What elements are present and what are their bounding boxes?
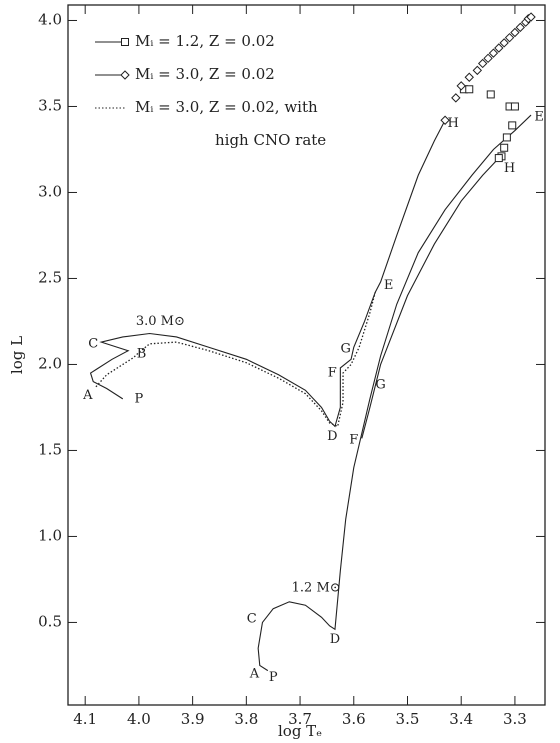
annotation: E — [534, 109, 544, 124]
annotation: 1.2 M⊙ — [292, 581, 341, 596]
diamond-marker — [526, 12, 536, 22]
square-marker — [502, 133, 511, 142]
diamond-marker — [472, 65, 483, 76]
diamond-marker — [510, 27, 520, 38]
x-tick-label: 3.7 — [288, 710, 312, 728]
annotation: C — [88, 336, 98, 351]
diamond-marker — [456, 81, 466, 91]
diamond-marker — [488, 48, 499, 58]
square-marker — [510, 102, 519, 111]
x-tick-label: 3.9 — [181, 710, 205, 728]
y-tick-label: 2.5 — [38, 268, 62, 286]
legend-label: Mᵢ = 3.0, Z = 0.02, with high CNO rate — [135, 98, 326, 149]
legend-label: Mᵢ = 3.0, Z = 0.02 — [135, 65, 275, 83]
track-line — [89, 119, 446, 428]
diamond-marker — [451, 93, 461, 103]
x-tick-label: 4.0 — [127, 710, 151, 728]
legend-marker — [121, 38, 129, 46]
diamond-marker — [477, 58, 488, 69]
legend-label: Mᵢ = 1.2, Z = 0.02 — [135, 32, 275, 50]
x-tick-label: 3.8 — [234, 710, 258, 728]
y-tick-label: 0.5 — [38, 612, 62, 630]
annotation: F — [349, 433, 358, 448]
x-tick-label: 3.3 — [503, 710, 527, 728]
square-marker — [465, 85, 474, 94]
annotation: G — [341, 341, 351, 356]
x-tick-label: 3.4 — [449, 710, 473, 728]
diamond-marker — [504, 32, 515, 43]
square-marker — [494, 154, 503, 163]
diamond-marker — [515, 22, 525, 33]
plot-frame — [67, 4, 546, 706]
annotation: C — [247, 612, 257, 627]
annotation: G — [375, 378, 385, 393]
diamond-marker — [483, 53, 493, 64]
y-tick-label: 3.0 — [38, 182, 62, 200]
x-axis-label: log Tₑ — [278, 722, 322, 740]
annotation: D — [327, 429, 337, 444]
x-tick-label: 4.1 — [73, 710, 97, 728]
diamond-marker — [494, 43, 504, 53]
annotation: P — [135, 391, 144, 406]
y-tick-label: 4.0 — [38, 10, 62, 28]
annotation: P — [269, 670, 278, 685]
y-tick-label: 3.5 — [38, 96, 62, 114]
legend-marker — [120, 70, 130, 80]
square-marker — [486, 90, 495, 99]
y-tick-label: 1.0 — [38, 526, 62, 544]
annotation: H — [504, 161, 515, 176]
y-tick-label: 2.0 — [38, 354, 62, 372]
x-tick-label: 3.5 — [396, 710, 420, 728]
square-marker — [500, 143, 509, 152]
annotation: A — [82, 388, 93, 403]
y-tick-label: 1.5 — [38, 440, 62, 458]
track-line — [95, 292, 376, 428]
annotation: 3.0 M⊙ — [136, 314, 185, 329]
annotation: A — [249, 667, 260, 682]
annotation: D — [330, 632, 340, 647]
diamond-marker — [440, 115, 450, 125]
diamond-marker — [464, 72, 474, 82]
x-tick-label: 3.6 — [342, 710, 366, 728]
annotation: H — [447, 116, 458, 131]
y-axis-label: log L — [8, 336, 26, 374]
diamond-marker — [499, 38, 509, 48]
square-marker — [508, 121, 517, 130]
annotation: E — [384, 278, 394, 293]
annotation: F — [328, 366, 337, 381]
annotation: B — [137, 347, 147, 362]
track-line — [257, 114, 532, 672]
